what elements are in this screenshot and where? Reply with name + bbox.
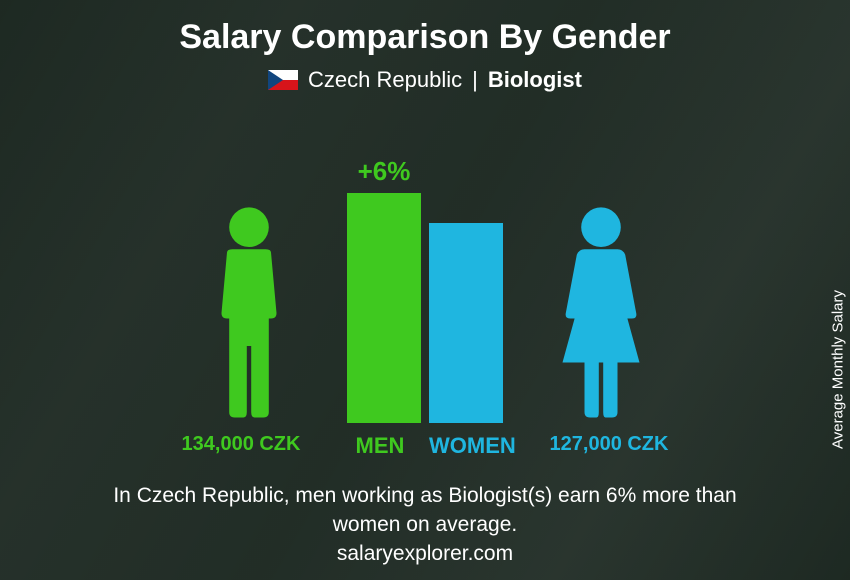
men-bar xyxy=(347,193,421,423)
men-label: MEN xyxy=(339,433,421,459)
man-icon xyxy=(194,203,304,423)
women-column xyxy=(511,203,691,423)
women-label: WOMEN xyxy=(429,433,511,459)
site-credit: salaryexplorer.com xyxy=(0,542,850,566)
women-salary: 127,000 CZK xyxy=(519,433,699,459)
description-text: In Czech Republic, men working as Biolog… xyxy=(90,481,760,540)
page-title: Salary Comparison By Gender xyxy=(0,0,850,57)
flag-icon xyxy=(268,70,298,90)
woman-icon xyxy=(546,203,656,423)
men-column xyxy=(159,203,339,423)
labels-row: 134,000 CZK MEN WOMEN 127,000 CZK xyxy=(0,433,850,459)
subtitle: Czech Republic | Biologist xyxy=(0,67,850,93)
comparison-chart: +6% xyxy=(0,133,850,423)
men-salary: 134,000 CZK xyxy=(151,433,331,459)
y-axis-label: Average Monthly Salary xyxy=(830,290,847,449)
men-bar-column: +6% xyxy=(347,133,421,423)
difference-label: +6% xyxy=(358,156,411,187)
location-text: Czech Republic xyxy=(308,67,462,93)
women-bar-column xyxy=(429,133,503,423)
women-bar xyxy=(429,223,503,423)
separator: | xyxy=(472,67,478,93)
profession-text: Biologist xyxy=(488,67,582,93)
